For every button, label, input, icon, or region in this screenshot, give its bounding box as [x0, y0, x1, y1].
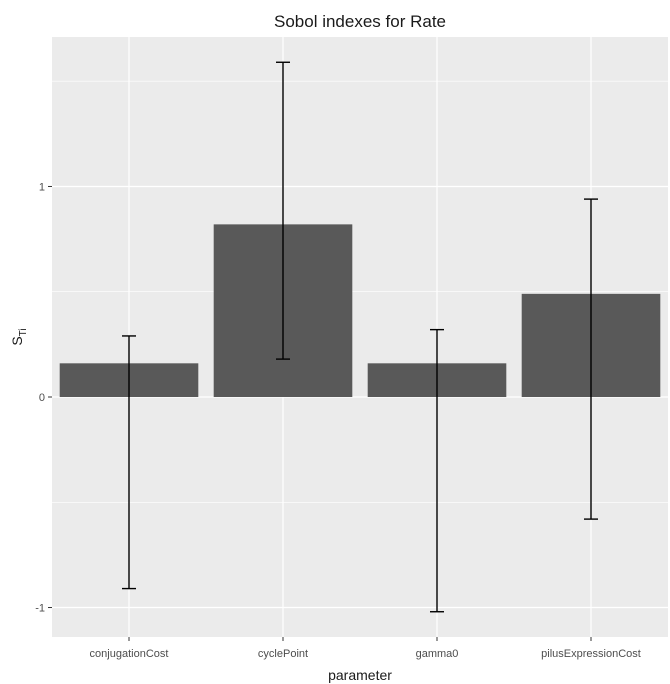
chart-title: Sobol indexes for Rate	[274, 12, 446, 31]
y-axis-title: STi	[9, 328, 29, 345]
error-bar-cyclePoint	[276, 61, 290, 360]
y-axis-ticks: -1 0 1	[35, 181, 52, 615]
y-axis-title-main: S	[9, 336, 25, 345]
error-bar-gamma0	[430, 328, 444, 613]
minor-gridlines	[52, 80, 668, 503]
y-axis-title-subscript: Ti	[18, 328, 29, 336]
error-bar-conjugationCost	[122, 335, 136, 590]
svg-text:STi: STi	[9, 328, 29, 345]
y-tick-label: -1	[35, 603, 45, 615]
error-bar-pilusExpressionCost	[584, 198, 598, 520]
x-tick-label: gamma0	[416, 648, 459, 660]
error-bars	[122, 61, 598, 613]
x-tick-label: pilusExpressionCost	[541, 648, 641, 660]
x-tick-label: cyclePoint	[258, 648, 308, 660]
x-axis-ticks: conjugationCost cyclePoint gamma0 pilusExpr…	[90, 637, 641, 660]
x-axis-title: parameter	[328, 667, 392, 683]
x-tick-label: conjugationCost	[90, 648, 169, 660]
y-tick-label: 1	[39, 181, 45, 193]
y-tick-label: 0	[39, 392, 45, 404]
